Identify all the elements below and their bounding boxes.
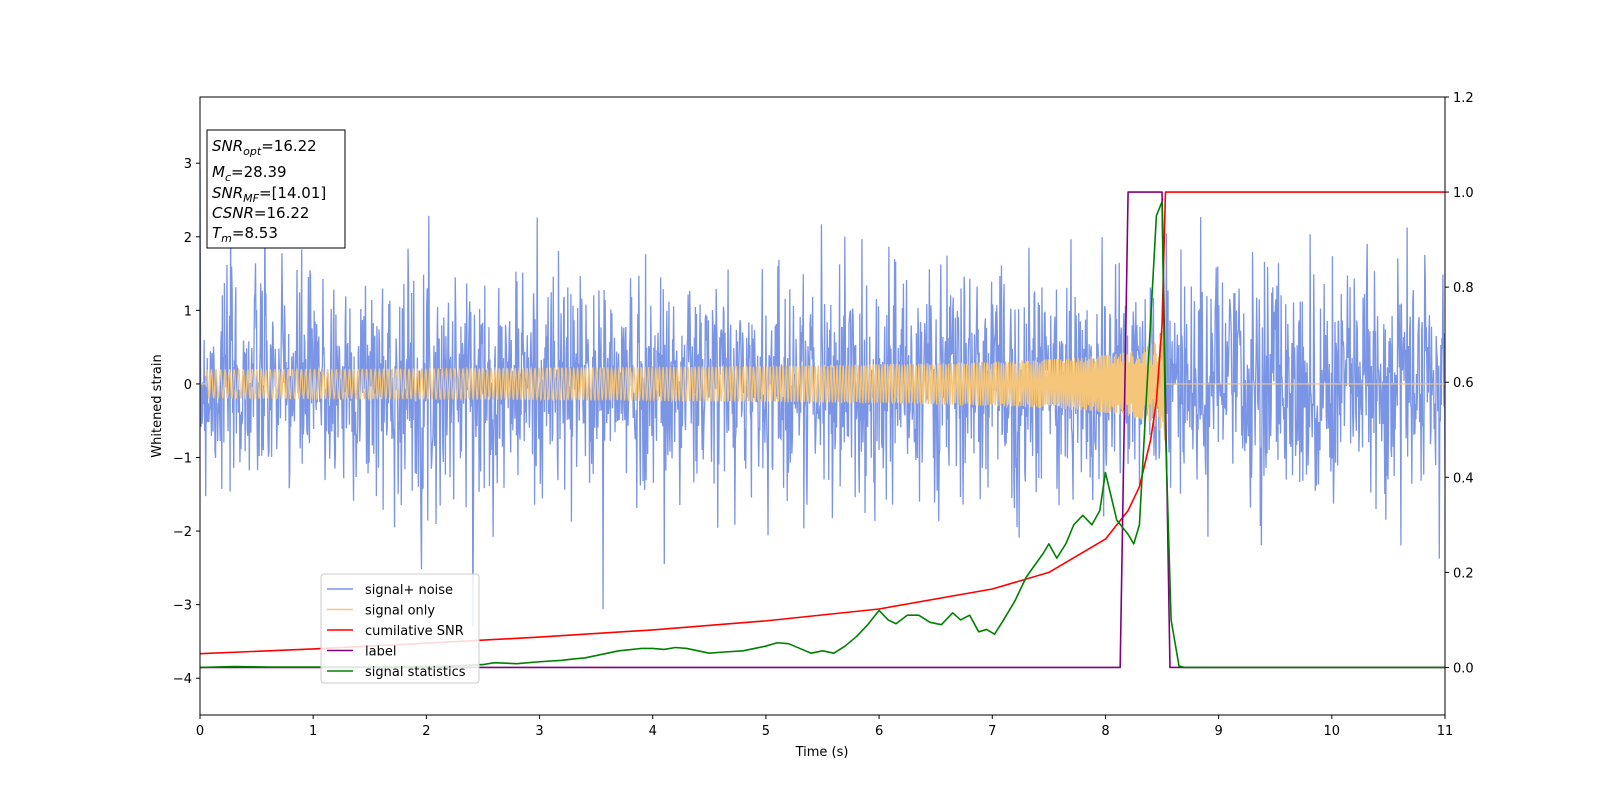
y2-tick-label: 0.2 [1453,566,1474,581]
y2-tick-label: 0.6 [1453,376,1474,391]
series-signal-only [200,322,1445,441]
y-tick-label: 0 [184,378,192,393]
series-signal-noise [200,169,1445,628]
y2-tick-label: 0.4 [1453,471,1474,486]
series-layer [200,169,1445,669]
info-csnr: CSNR=16.22 [212,204,309,222]
x-tick-label: 7 [988,724,996,739]
y2-tick-label: 1.0 [1453,186,1474,201]
info-tm: Tm=8.53 [212,224,278,245]
x-tick-label: 11 [1437,724,1454,739]
y-tick-label: −4 [173,672,192,687]
x-axis-label: Time (s) [795,745,849,760]
legend-label: signal+ noise [365,583,453,598]
plot-frame [199,96,1446,716]
y-axis-right: 0.0 0.2 0.4 0.6 0.8 1.0 1.2 [1445,91,1474,676]
legend-label: signal statistics [365,665,466,680]
x-tick-label: 4 [649,724,657,739]
y-tick-label: −3 [173,599,192,614]
x-tick-label: 3 [535,724,543,739]
y-tick-label: 2 [184,231,192,246]
y-axis-left: −4 −3 −2 −1 0 1 2 3 [173,157,200,687]
series-signal-statistics [200,200,1445,669]
x-tick-label: 0 [196,724,204,739]
legend: signal+ noise signal only cumilative SNR la… [320,573,480,684]
y2-tick-label: 1.2 [1453,91,1474,106]
info-snr-opt: SNRopt=16.22 [212,137,317,158]
x-tick-label: 5 [762,724,770,739]
series-cumilative-snr [200,191,1445,655]
y-tick-label: −2 [173,525,192,540]
x-tick-label: 2 [422,724,430,739]
legend-label: label [365,645,396,660]
x-tick-label: 9 [1214,724,1222,739]
legend-label: cumilative SNR [365,624,464,639]
y-axis-label: Whitened strain [150,354,165,457]
x-axis: 0 1 2 3 4 5 6 7 8 9 10 11 [196,715,1453,739]
y-tick-label: 3 [184,157,192,172]
x-tick-label: 10 [1324,724,1341,739]
info-snr-mf: SNRMF=[14.01] [212,184,326,205]
info-mc: Mc=28.39 [212,163,287,184]
y-tick-label: 1 [184,304,192,319]
y2-tick-label: 0.8 [1453,281,1474,296]
y-tick-label: −1 [173,452,192,467]
x-tick-label: 1 [309,724,317,739]
y2-tick-label: 0.0 [1453,661,1474,676]
x-tick-label: 6 [875,724,883,739]
info-box: SNRopt=16.22 Mc=28.39 SNRMF=[14.01] CSNR… [206,129,346,249]
legend-label: signal only [365,604,435,619]
x-tick-label: 8 [1101,724,1109,739]
